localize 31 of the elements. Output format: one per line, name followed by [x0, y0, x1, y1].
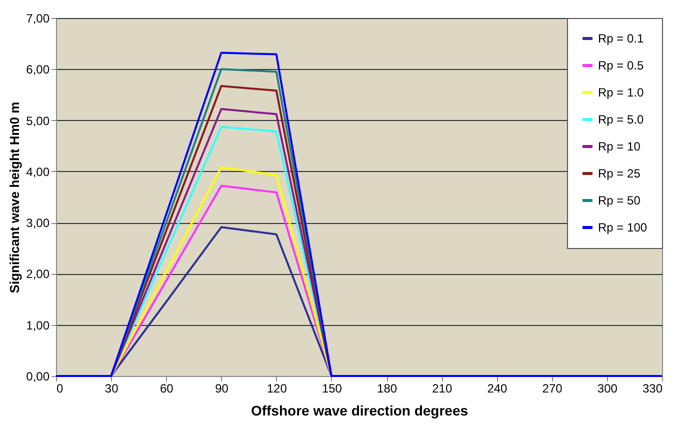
legend-label: Rp = 25 — [598, 166, 641, 180]
x-tick-label: 120 — [266, 382, 288, 396]
y-tick-label: 6,00 — [26, 62, 50, 77]
x-tick-label: 60 — [160, 382, 174, 396]
y-tick-label: 3,00 — [26, 216, 50, 230]
x-tick-label: 300 — [597, 382, 618, 396]
legend-label: Rp = 0.1 — [598, 32, 644, 46]
x-tick-label: 180 — [377, 382, 398, 396]
x-tick-label: 30 — [104, 382, 119, 396]
y-tick-label: 1,00 — [26, 318, 50, 332]
y-tick-label: 4,00 — [26, 164, 50, 179]
legend-label: Rp = 10 — [598, 140, 641, 154]
x-tick-label: 150 — [322, 382, 342, 396]
x-axis-title: Offshore wave direction degrees — [250, 402, 468, 418]
legend-label: Rp = 5.0 — [598, 112, 644, 126]
legend-label: Rp = 0.5 — [598, 58, 644, 72]
legend-label: Rp = 1.0 — [598, 86, 644, 100]
x-tick-label: 270 — [542, 382, 563, 396]
y-tick-label: 5,00 — [26, 114, 50, 128]
x-tick-label: 90 — [215, 382, 229, 396]
line-series — [110, 226, 332, 377]
y-tick-label: 7,00 — [26, 12, 50, 26]
y-tick-label: 0,00 — [26, 370, 50, 384]
x-tick-label: 0 — [56, 382, 64, 396]
legend-label: Rp = 50 — [598, 194, 641, 208]
x-tick-label: 210 — [432, 382, 452, 396]
x-tick-label: 240 — [487, 382, 508, 396]
x-tick-label: 330 — [642, 382, 663, 396]
y-tick-label: 2,00 — [26, 267, 50, 282]
legend-label: Rp = 100 — [598, 220, 648, 234]
y-axis-title: Significant wave height Hm0 m — [7, 102, 22, 294]
